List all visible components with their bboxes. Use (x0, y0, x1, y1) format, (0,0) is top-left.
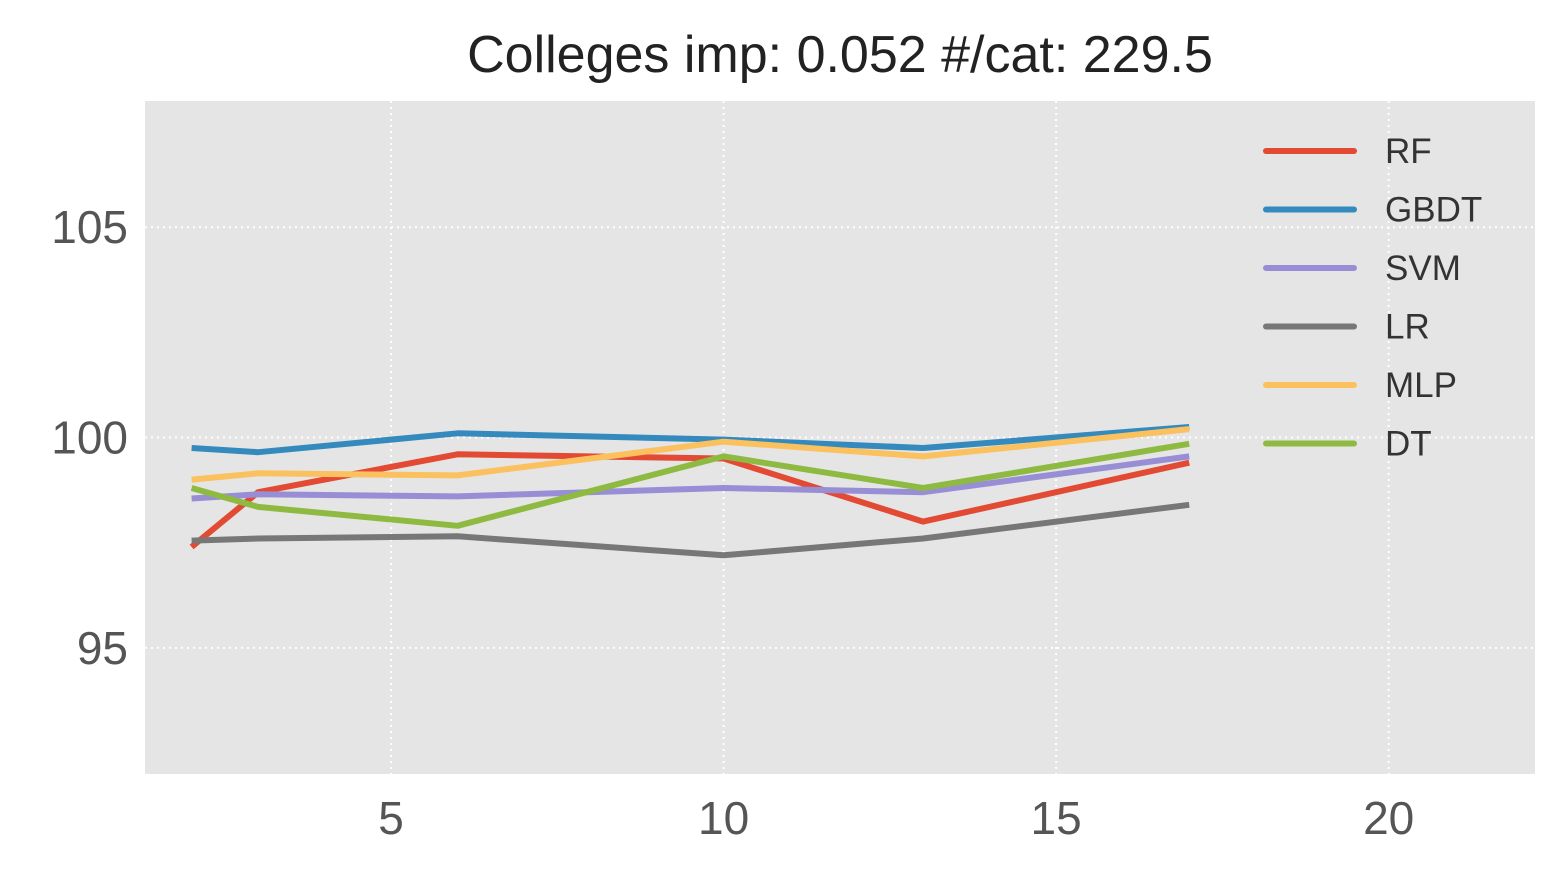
legend-label-gbdt: GBDT (1385, 191, 1482, 230)
x-tick-label: 10 (698, 792, 749, 844)
y-tick-label: 95 (77, 622, 128, 674)
y-tick-label: 100 (51, 412, 128, 464)
x-tick-label: 20 (1363, 792, 1414, 844)
plot-area (145, 101, 1535, 774)
series-line-mlp (191, 426, 1190, 483)
legend-label-mlp: MLP (1385, 366, 1457, 405)
axis-tick-labels: 5 10 15 20 95 100 105 (51, 201, 1414, 844)
y-tick-label: 105 (51, 201, 128, 253)
x-tick-label: 5 (378, 792, 404, 844)
series-line-lr (191, 501, 1190, 559)
series-lines (189, 424, 1190, 559)
x-tick-label: 15 (1031, 792, 1082, 844)
series-line-gbdt (191, 424, 1190, 456)
legend-label-lr: LR (1385, 308, 1430, 347)
legend-label-dt: DT (1385, 425, 1432, 464)
legend: RF GBDT SVM LR MLP DT (1263, 132, 1482, 464)
legend-label-rf: RF (1385, 132, 1432, 171)
chart-title: Colleges imp: 0.052 #/cat: 229.5 (467, 26, 1213, 84)
series-line-dt (190, 440, 1190, 529)
legend-label-svm: SVM (1385, 249, 1461, 288)
